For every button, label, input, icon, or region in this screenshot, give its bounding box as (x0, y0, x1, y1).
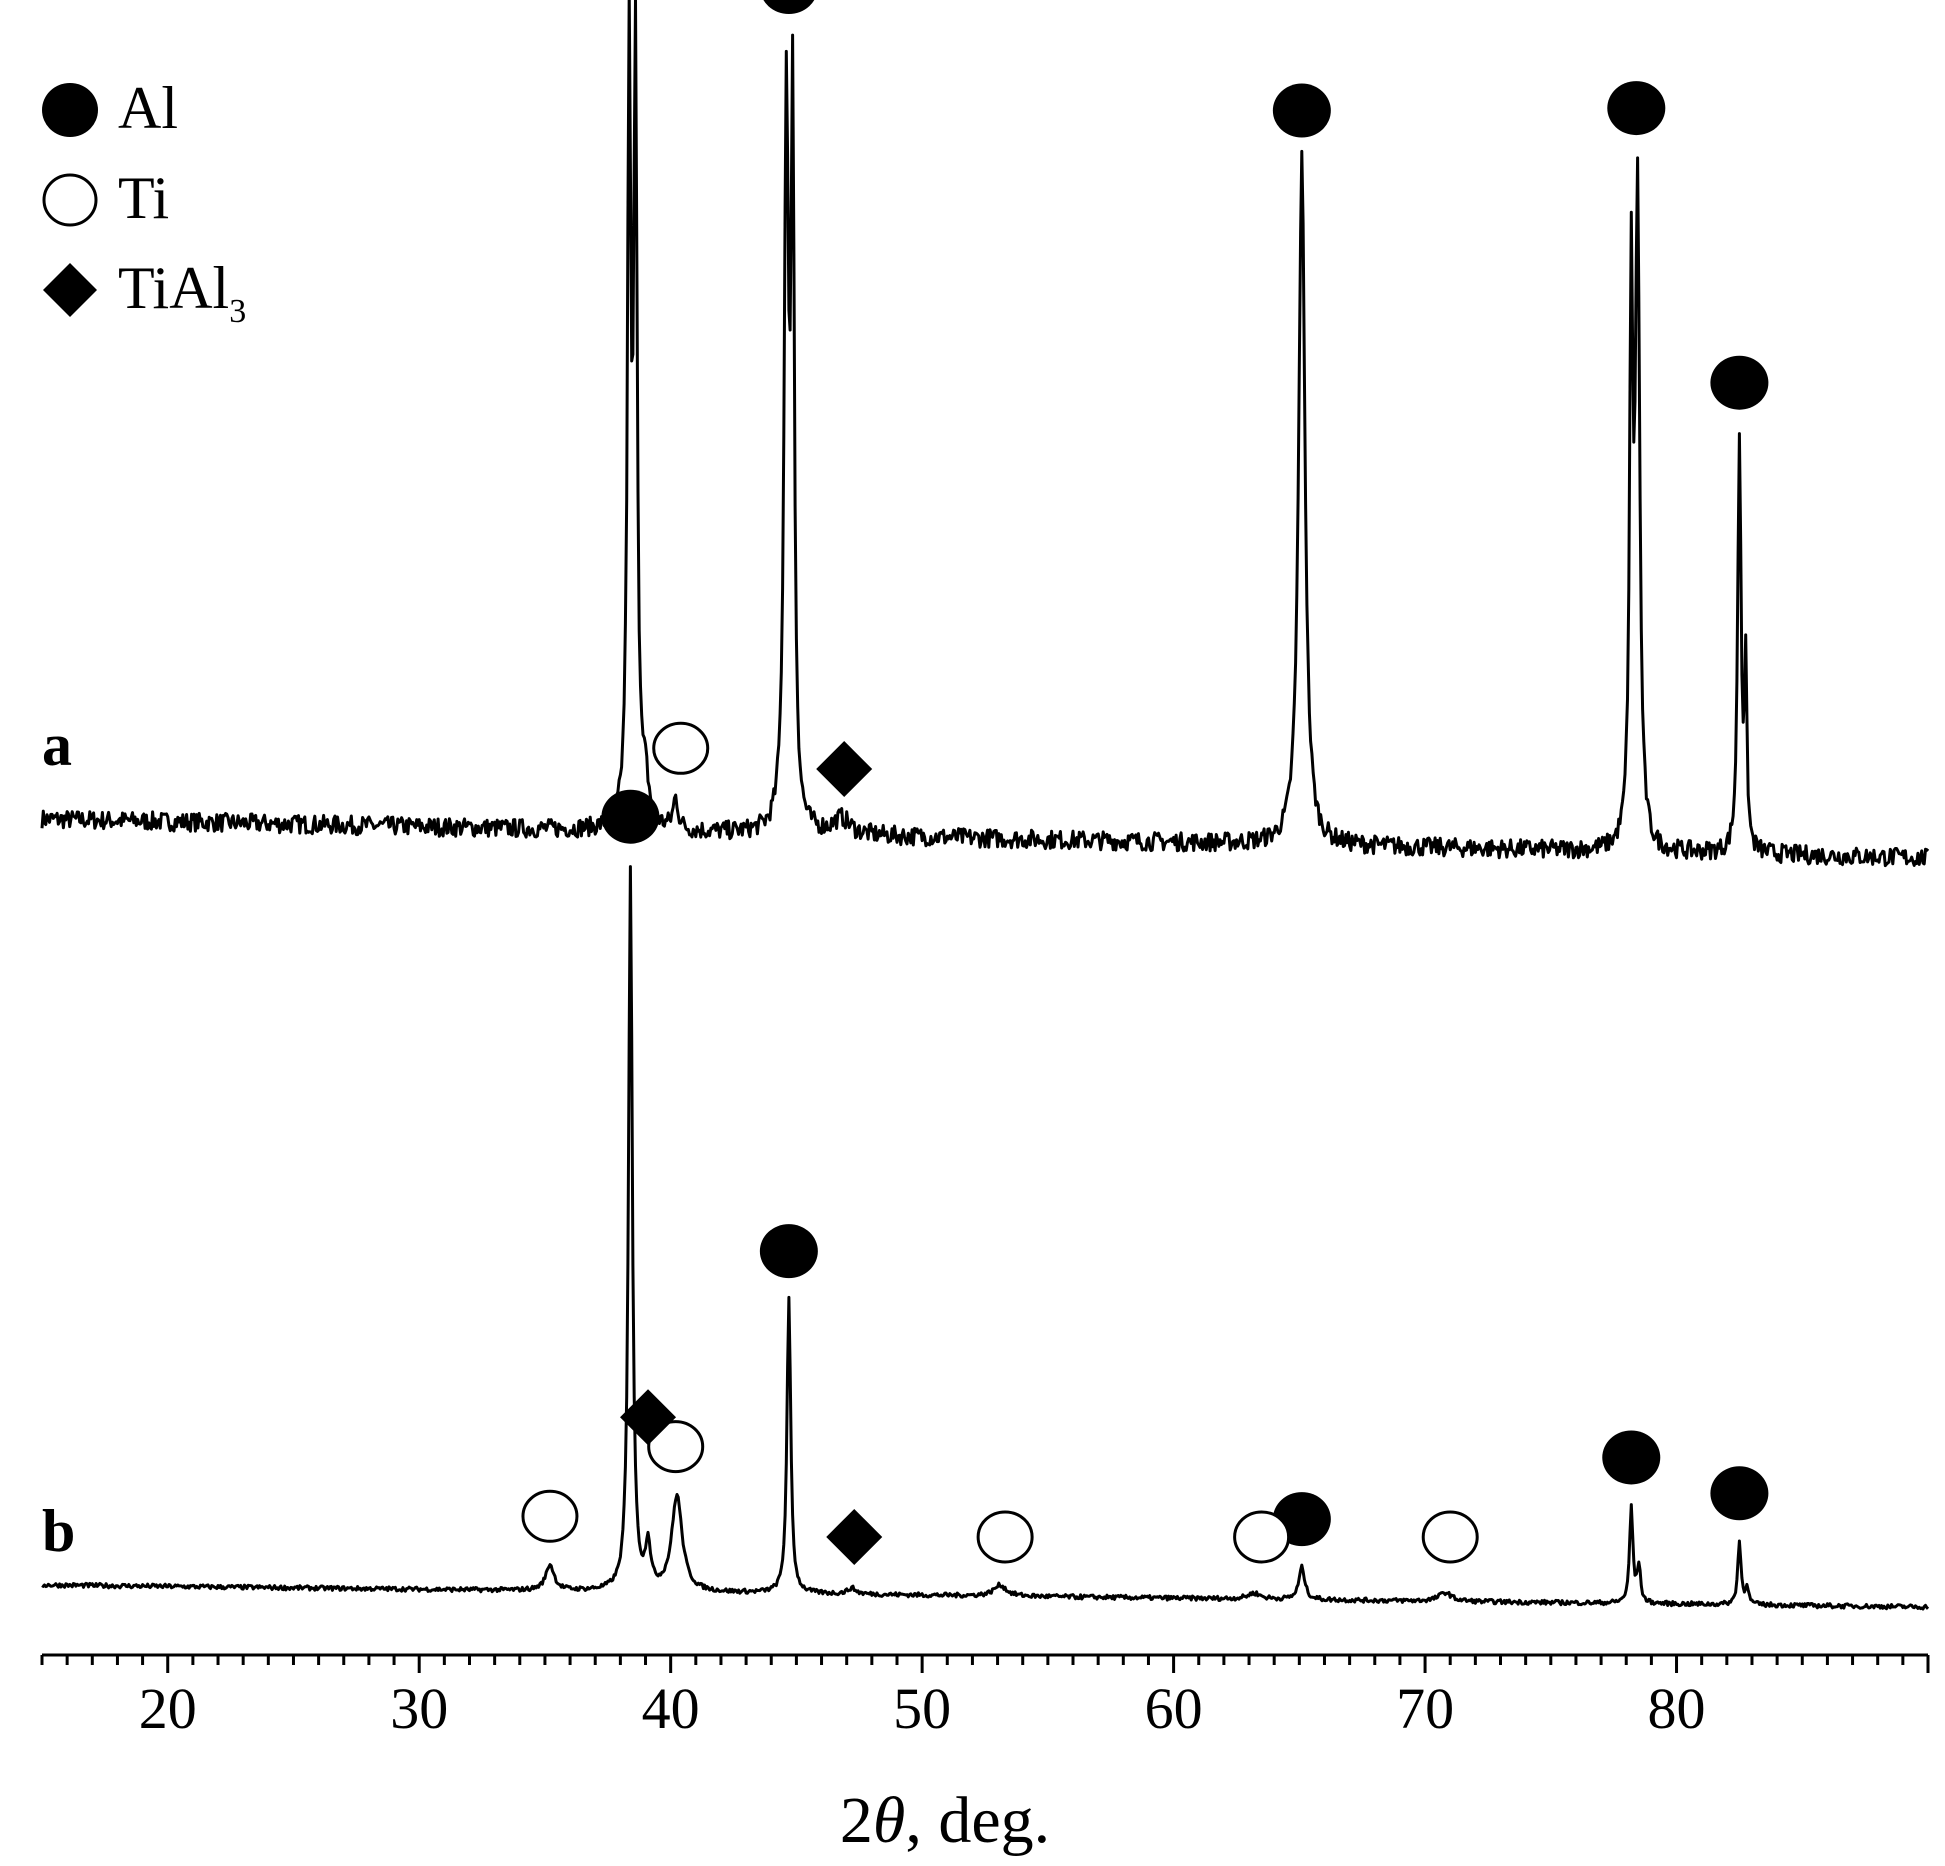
phase-markers (521, 0, 1769, 1565)
legend-ti-marker (42, 173, 98, 227)
x-tick-label: 80 (1648, 1676, 1706, 1741)
legend-label: TiAl3 (118, 255, 246, 330)
x-tick-label: 70 (1396, 1676, 1454, 1741)
x-axis: 20 30 40 50 60 70 80 (40, 1653, 1930, 1741)
marker-ti-a (652, 721, 710, 775)
legend-label: Ti (118, 165, 169, 231)
marker-ti-b (521, 1489, 579, 1543)
legend-al-marker (42, 83, 98, 137)
x-axis-label-symbol: θ (873, 1784, 905, 1857)
legend-label-subscript: 3 (229, 293, 246, 330)
x-tick-label: 40 (642, 1676, 700, 1741)
marker-al-a (1607, 81, 1666, 136)
marker-tial3-b (620, 1389, 677, 1446)
series-labels: ab (42, 712, 75, 1564)
traces (40, 0, 1930, 1611)
marker-al-a (763, 0, 815, 15)
marker-ti-b (647, 1420, 705, 1474)
x-tick-label: 60 (1145, 1676, 1203, 1741)
marker-al-b (759, 1224, 818, 1279)
marker-al-b (601, 789, 660, 844)
marker-al-a (1272, 83, 1331, 138)
trace-a (40, 0, 1930, 868)
marker-al-b (1710, 1466, 1769, 1521)
x-axis-label: 2θ, deg. (840, 1784, 1050, 1857)
x-axis-label-suffix: , deg. (905, 1784, 1050, 1857)
marker-ti-b (976, 1510, 1034, 1564)
marker-tial3-b (826, 1508, 883, 1565)
marker-ti-b (1421, 1510, 1479, 1564)
series-label-b: b (42, 1498, 75, 1564)
marker-ti-b (1233, 1510, 1291, 1564)
legend-label: Al (118, 75, 178, 141)
legend-tial3-marker (43, 263, 97, 317)
x-axis-label-prefix: 2 (840, 1784, 873, 1857)
x-tick-label: 50 (893, 1676, 951, 1741)
x-tick-label: 20 (139, 1676, 197, 1741)
series-label-a: a (42, 712, 72, 778)
x-tick-label: 30 (390, 1676, 448, 1741)
trace-b (41, 865, 1930, 1611)
legend: Al Ti TiAl3 (42, 75, 246, 330)
marker-tial3-a (816, 741, 873, 798)
marker-al-a (1710, 355, 1769, 410)
marker-al-b (1602, 1430, 1661, 1485)
